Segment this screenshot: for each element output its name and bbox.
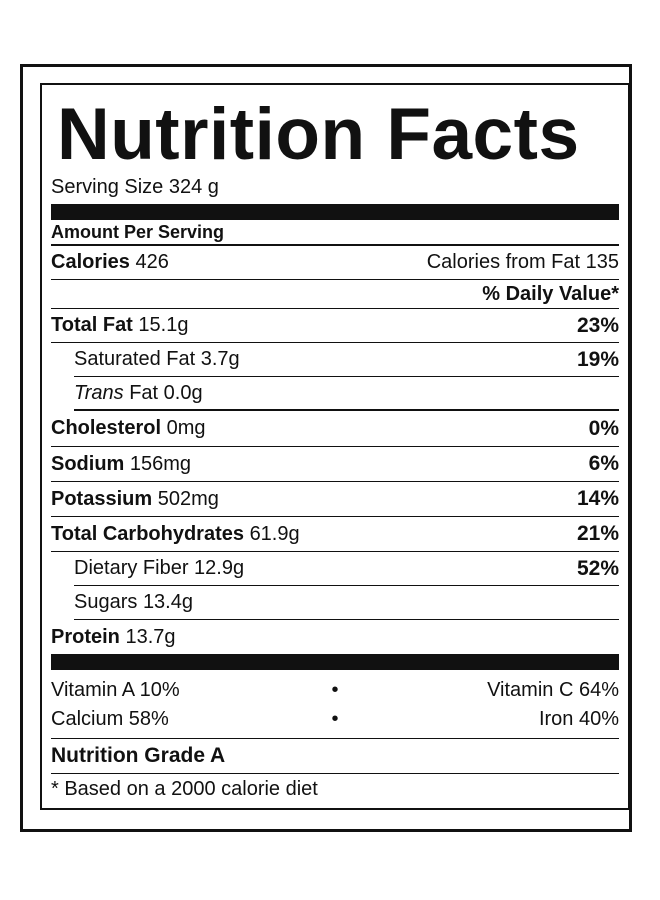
vitamin-row: Vitamin A 10% • Vitamin C 64% — [51, 676, 619, 705]
nutrient-amount: 156mg — [129, 452, 192, 475]
nutrient-row-protein: Protein 13.7g — [51, 620, 619, 654]
nutrient-amount: 12.9g — [194, 557, 245, 579]
label-outer-border — [20, 64, 632, 832]
calcium: Calcium 58% — [51, 708, 169, 730]
bullet-separator: • — [331, 679, 339, 701]
iron: Iron 40% — [538, 708, 619, 730]
nutrient-amount: 13.4g — [142, 591, 193, 613]
nutrient-label: Protein — [51, 625, 120, 648]
nutrient-row-dietary-fiber: Dietary Fiber 12.9g 52% — [74, 552, 619, 586]
calories-label: Calories — [51, 251, 130, 273]
serving-size: Serving Size 324 g — [51, 176, 219, 198]
nutrient-amount: 61.9g — [249, 522, 300, 545]
daily-value-header: % Daily Value* — [482, 282, 619, 305]
nutrient-row-sodium: Sodium 156mg 6% — [51, 447, 619, 482]
amount-per-serving-label: Amount Per Serving — [51, 221, 225, 242]
nutrient-label: Total Carbohydrates — [51, 522, 244, 545]
nutrient-amount: 15.1g — [138, 314, 189, 336]
vitamin-a: Vitamin A 10% — [51, 679, 180, 701]
nutrient-amount: 502mg — [157, 487, 219, 510]
calories-row: Calories 426 Calories from Fat 135 — [51, 246, 619, 280]
nutrition-grade-row: Nutrition Grade A — [51, 739, 619, 774]
nutrient-amount: 3.7g — [200, 348, 240, 370]
amount-per-serving: Amount Per Serving — [51, 220, 619, 246]
calories-value: 426 — [135, 251, 169, 273]
nutrient-label: Dietary Fiber — [74, 557, 189, 579]
nutrient-label: Potassium — [51, 487, 153, 510]
nutrient-label-rest: Fat — [129, 381, 159, 404]
nutrient-daily-value: 14% — [576, 487, 619, 510]
nutrition-grade: Nutrition Grade A — [51, 744, 226, 767]
nutrient-row-sugars: Sugars 13.4g — [74, 586, 619, 620]
nutrient-daily-value: 23% — [576, 313, 619, 337]
daily-value-header-row: % Daily Value* — [51, 280, 619, 309]
label-title: Nutrition Facts — [57, 94, 580, 175]
nutrient-row-trans-fat: Trans Fat 0.0g — [74, 377, 619, 411]
nutrient-row-cholesterol: Cholesterol 0mg 0% — [51, 411, 619, 447]
calories-from-fat: Calories from Fat 135 — [426, 251, 619, 273]
bullet-separator: • — [331, 708, 339, 730]
nutrient-amount: 0mg — [166, 417, 206, 439]
vitamin-row: Calcium 58% • Iron 40% — [51, 705, 619, 734]
footnote: * Based on a 2000 calorie diet — [51, 778, 318, 800]
nutrient-daily-value: 19% — [576, 347, 619, 371]
thick-divider — [51, 654, 619, 670]
vitamins-section: Vitamin A 10% • Vitamin C 64% Calcium 58… — [51, 670, 619, 739]
nutrient-daily-value: 0% — [588, 416, 619, 440]
nutrient-label: Sugars — [74, 591, 138, 613]
nutrient-label: Trans — [74, 381, 124, 404]
nutrient-daily-value: 6% — [588, 452, 619, 475]
thick-divider — [51, 204, 619, 220]
nutrient-row-potassium: Potassium 502mg 14% — [51, 482, 619, 517]
nutrient-daily-value: 21% — [576, 522, 619, 545]
nutrient-label: Total Fat — [51, 314, 133, 336]
nutrient-row-total-carbohydrates: Total Carbohydrates 61.9g 21% — [51, 517, 619, 552]
vitamin-c: Vitamin C 64% — [487, 679, 619, 701]
nutrient-amount: 13.7g — [125, 625, 176, 648]
nutrient-row-total-fat: Total Fat 15.1g 23% — [51, 309, 619, 343]
nutrition-facts-label: Nutrition Facts Serving Size 324 g Amoun… — [40, 83, 630, 810]
nutrient-amount: 0.0g — [163, 381, 203, 404]
nutrient-row-saturated-fat: Saturated Fat 3.7g 19% — [74, 343, 619, 377]
nutrient-label: Cholesterol — [51, 417, 162, 439]
nutrient-daily-value: 52% — [576, 556, 619, 580]
nutrient-label: Saturated Fat — [74, 348, 196, 370]
nutrient-label: Sodium — [51, 452, 125, 475]
